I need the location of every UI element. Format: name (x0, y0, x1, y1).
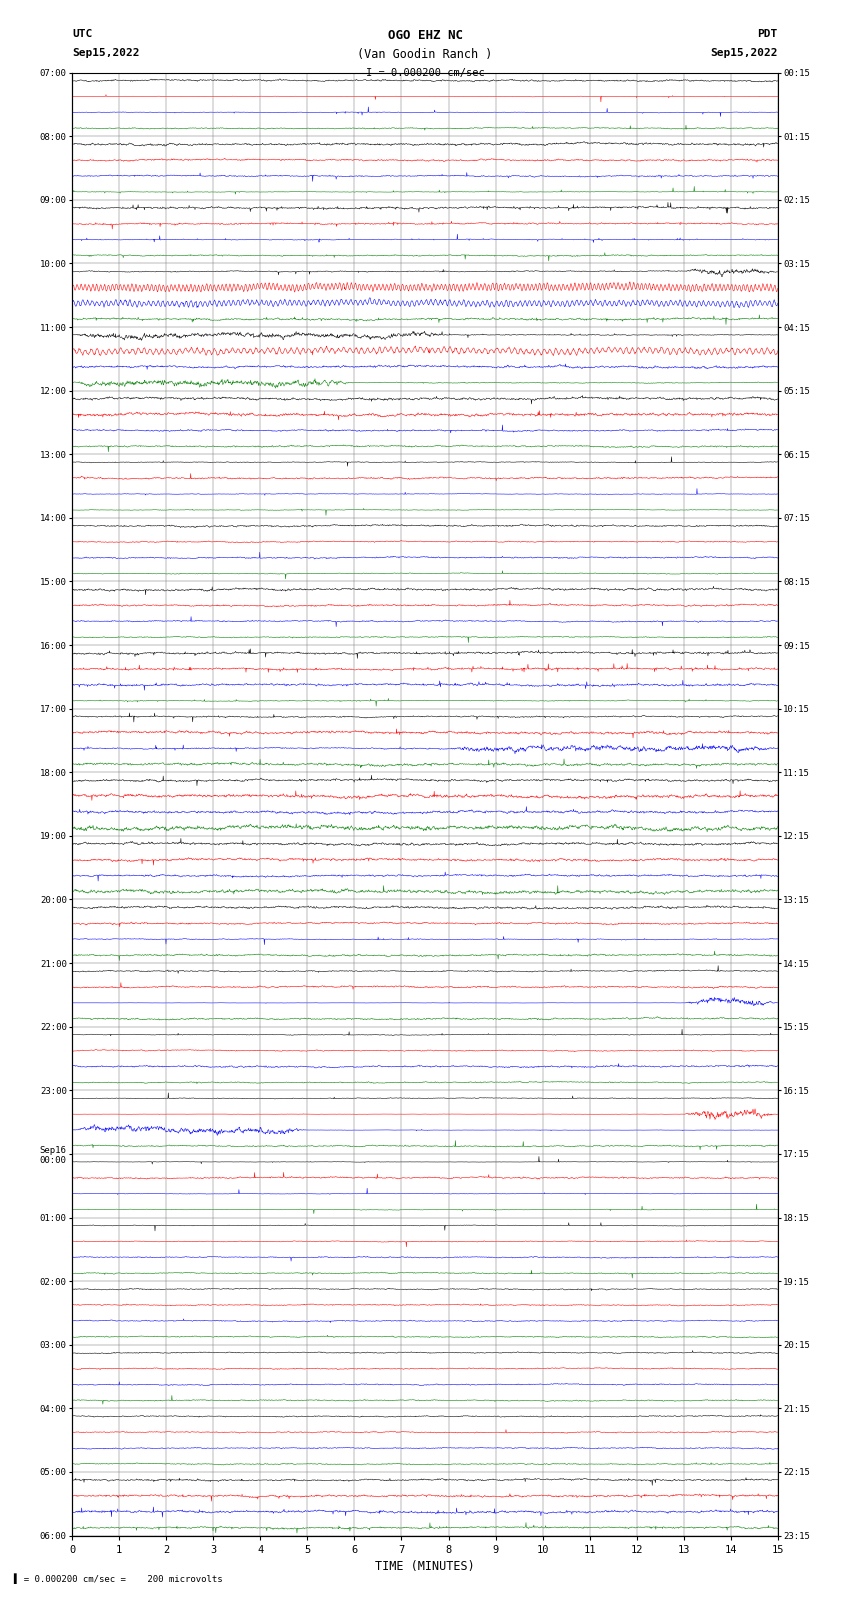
Text: OGO EHZ NC: OGO EHZ NC (388, 29, 462, 42)
Text: I = 0.000200 cm/sec: I = 0.000200 cm/sec (366, 68, 484, 77)
Text: Sep15,2022: Sep15,2022 (711, 48, 778, 58)
Text: UTC: UTC (72, 29, 93, 39)
Text: PDT: PDT (757, 29, 778, 39)
Text: ▌ = 0.000200 cm/sec =    200 microvolts: ▌ = 0.000200 cm/sec = 200 microvolts (13, 1573, 223, 1584)
X-axis label: TIME (MINUTES): TIME (MINUTES) (375, 1560, 475, 1573)
Text: Sep15,2022: Sep15,2022 (72, 48, 139, 58)
Text: (Van Goodin Ranch ): (Van Goodin Ranch ) (357, 48, 493, 61)
